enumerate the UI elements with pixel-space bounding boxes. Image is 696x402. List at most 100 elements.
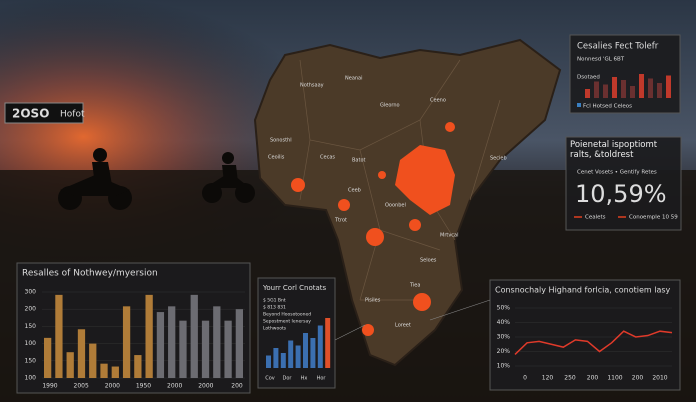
- x-tick-label: 1950: [136, 383, 151, 390]
- badge: [4, 102, 84, 124]
- map-label: Seloes: [420, 258, 437, 264]
- bar: [213, 306, 221, 378]
- bar: [648, 78, 653, 98]
- bar: [630, 86, 635, 98]
- panel-subtitle: Nonnesd 'GL 6BT: [577, 57, 625, 63]
- bar: [603, 84, 608, 98]
- bar: [280, 353, 286, 368]
- map-label: Neanai: [345, 76, 363, 82]
- stat-value: 10,59%: [575, 180, 667, 208]
- x-tick-label: 2005: [74, 383, 89, 390]
- y-tick-label: 40%: [497, 319, 511, 326]
- stat-title-box: Poienetal ispoptiomt ralts, &toldrest: [570, 140, 658, 160]
- hotspot: [445, 122, 455, 132]
- bar: [639, 74, 644, 98]
- legend-entry: Conoemple 10 59: [629, 215, 678, 221]
- map-label: Ceeb: [348, 188, 361, 194]
- bar: [77, 329, 86, 378]
- bar: [585, 89, 590, 98]
- y-tick-label: 10%: [497, 363, 511, 370]
- x-tick-label: 1100: [607, 375, 622, 382]
- bar: [145, 294, 153, 378]
- stat-title: Poienetal ispoptiomt ralts, &toldrest: [570, 140, 658, 160]
- x-tick-label: 2000: [105, 383, 120, 390]
- map-label: Mrtvcal: [440, 233, 459, 239]
- line-chart: 50% 40% 30% 20% 10% 0 120 250 200 1100 200 2010: [497, 305, 673, 382]
- panel: [257, 277, 336, 389]
- panel-title: Consnochaly Highand forlcia, conotiem la…: [495, 286, 671, 295]
- legend-entry: Cealets: [585, 215, 606, 221]
- x-tick-label: 2010: [652, 375, 667, 382]
- y-tick-label: 50%: [497, 305, 511, 312]
- hotspot: [291, 178, 305, 192]
- bar: [594, 81, 599, 98]
- map-label: Ttrot: [334, 218, 347, 224]
- hotspot: [362, 324, 374, 336]
- panel-text: Lothwoots: [263, 326, 287, 332]
- y-tick-label: 20%: [497, 348, 511, 355]
- panel-text: $ 5G1 Bnt: [263, 298, 286, 304]
- x-tick-label: 250: [564, 375, 576, 382]
- bar: [273, 348, 279, 368]
- hotspot: [413, 293, 431, 311]
- y-tick-label: 100: [25, 375, 37, 382]
- x-tick-label: 200: [231, 383, 243, 390]
- connector: [429, 299, 491, 321]
- panel-title: Yourr Corl Cnotats: [262, 284, 327, 292]
- x-tick-label: 200: [632, 375, 644, 382]
- bar: [666, 75, 671, 98]
- map-label: Tiea: [409, 283, 420, 289]
- map-label: Sonosthl: [270, 138, 292, 144]
- bar: [288, 340, 294, 368]
- bar: [44, 337, 52, 378]
- bar: [201, 320, 210, 378]
- hotspot: [338, 199, 350, 211]
- panel-text: $ 813 831: [263, 305, 286, 311]
- line: [514, 330, 673, 355]
- panel: [565, 136, 682, 231]
- bar: [168, 306, 176, 378]
- bar: [190, 294, 198, 378]
- legend-entry: Fcl Hotsed Celeos: [583, 104, 632, 110]
- bar: [657, 83, 662, 98]
- panel-title: Cesalies Fect Tolefr: [577, 42, 659, 52]
- x-tick-label: 1990: [42, 383, 57, 390]
- bar: [612, 77, 617, 98]
- x-tick-label: Hx: [301, 376, 308, 382]
- map-labels: Nothsaay Neanai Gleorno Ceeno Sonosthl Ceoili…: [268, 76, 507, 329]
- bar: [235, 309, 243, 378]
- map-label: Loreet: [395, 323, 411, 329]
- x-tick-label: Dor: [283, 376, 293, 382]
- bar: [266, 355, 271, 368]
- panel-text: Beyond Hoosotooned: [263, 312, 311, 318]
- bar: [100, 363, 108, 378]
- hotspot: [378, 171, 386, 179]
- panel-title: Resalles of Nothwey/myersion: [22, 269, 158, 279]
- x-tick-label: 200: [587, 375, 599, 382]
- bar: [134, 355, 142, 378]
- bar: [621, 80, 626, 98]
- badge-logo: 2OSO: [12, 107, 49, 121]
- map-label: Cecas: [320, 155, 335, 161]
- y-tick-label: 200: [25, 306, 37, 313]
- riders: [58, 148, 255, 210]
- connector: [334, 324, 366, 341]
- bar: [295, 345, 301, 368]
- africa-map: [253, 38, 562, 367]
- bar: [224, 320, 232, 378]
- map-label: Pisiles: [365, 298, 381, 304]
- hotspot: [395, 145, 455, 215]
- x-tick-label: 2000: [198, 383, 213, 390]
- stat-note: Cenet Vosets • Gentify Retes: [577, 170, 657, 176]
- map-label: Ooonbel: [385, 203, 406, 209]
- bar: [310, 338, 316, 368]
- x-tick-label: Cov: [265, 376, 275, 382]
- y-tick-label: 150: [25, 357, 37, 364]
- map-label: Ceeno: [430, 98, 446, 104]
- x-tick-label: Hor: [317, 376, 327, 382]
- bar: [317, 325, 323, 368]
- hotspots: [291, 122, 455, 336]
- map-label: Gleorno: [380, 103, 400, 109]
- bar: [303, 333, 308, 368]
